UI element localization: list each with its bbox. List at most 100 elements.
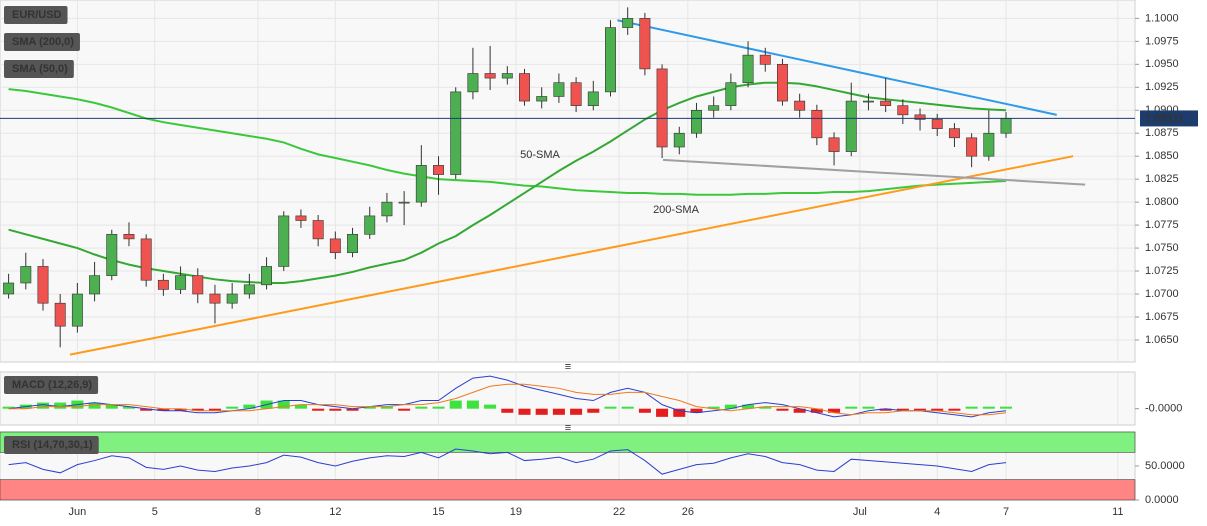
candle-body [261, 266, 273, 286]
candle-body [880, 100, 892, 106]
candle-body [605, 27, 616, 93]
macd-bar [36, 402, 50, 409]
macd-bar [432, 406, 445, 409]
y-tick-label: -0.0000 [1145, 403, 1182, 415]
y-tick-label: 1.0775 [1145, 219, 1179, 231]
candle-body [587, 91, 599, 106]
y-tick-label: 1.0700 [1145, 288, 1179, 300]
macd-bar [810, 408, 823, 413]
x-tick-label: Jul [853, 506, 867, 518]
candle-body [931, 119, 943, 129]
candle-body [467, 73, 479, 93]
macd-bar [294, 404, 307, 409]
candle-body [157, 279, 169, 290]
x-tick-label: Jun [69, 506, 87, 518]
macd-bar [965, 406, 978, 409]
macd-bar [122, 406, 135, 409]
panel-handle[interactable]: ≡ [565, 361, 571, 373]
candle-body [54, 302, 66, 327]
macd-bar [914, 408, 927, 411]
annotation: 50-SMA [520, 149, 560, 161]
macd-bar [982, 406, 995, 409]
candle-body [828, 137, 840, 152]
candle-body [398, 201, 410, 204]
candle-body [914, 114, 926, 120]
macd-bar [380, 406, 393, 409]
sma-line [8, 88, 1007, 196]
candle-body [209, 293, 221, 304]
y-tick-label: 1.0750 [1145, 242, 1179, 254]
y-tick-label: 1.0850 [1145, 150, 1179, 162]
y-tick-label: 1.0875 [1145, 127, 1179, 139]
macd-bar [329, 408, 342, 411]
candle-body [501, 73, 513, 79]
candle-body [966, 137, 978, 157]
y-tick-label: 1.1000 [1145, 12, 1179, 24]
macd-bar [845, 406, 858, 409]
macd-bar [174, 408, 187, 411]
candle-body [519, 73, 530, 102]
macd-bar [363, 406, 376, 409]
rsi-band [0, 431, 1136, 453]
y-tick-label: 0.0000 [1145, 494, 1179, 506]
macd-bar [140, 408, 153, 411]
legend-label: RSI (14,70,30,1) [12, 439, 93, 451]
candle-body [381, 201, 393, 217]
y-tick-label: 1.0950 [1145, 58, 1179, 70]
candle-body [123, 233, 135, 240]
legend-box [4, 436, 99, 454]
candle-body [759, 54, 771, 65]
candle-body [3, 282, 15, 295]
candle-body [948, 128, 960, 139]
x-tick-label: 5 [152, 506, 158, 518]
candle-body [312, 220, 324, 240]
macd-bar [587, 408, 600, 413]
x-tick-label: 11 [1112, 506, 1123, 518]
candle-body [639, 18, 651, 70]
last-price-label: 1.08911 [1145, 112, 1184, 124]
macd-bar [724, 404, 737, 409]
macd-bar [879, 408, 892, 411]
candle-body [329, 238, 341, 253]
y-tick-label: 1.0725 [1145, 265, 1179, 277]
candle-body [845, 100, 857, 152]
candle-body [347, 233, 358, 253]
sma-line [8, 81, 1007, 284]
panel-handle[interactable]: ≡ [565, 422, 571, 434]
macd-bar [398, 408, 411, 411]
y-tick-label: 1.0800 [1145, 196, 1179, 208]
legend-box [4, 6, 68, 24]
legend-label: EUR/USD [12, 9, 62, 21]
candle-body [1000, 118, 1012, 134]
macd-bar [707, 406, 720, 409]
candle-body [570, 82, 582, 106]
candle-body [278, 215, 290, 267]
macd-line [8, 375, 1007, 418]
y-tick-label: 1.0650 [1145, 334, 1179, 346]
macd-bar [2, 406, 15, 409]
candle-body [484, 73, 496, 79]
macd-bar [208, 408, 221, 411]
layers: 1.0650 1.0675 1.0700 1.0725 1.0750 1.0775 1.08… [0, 0, 1198, 518]
legend-label: MACD (12,26,9) [12, 379, 92, 391]
x-tick-label: 12 [329, 506, 341, 518]
macd-bar [518, 408, 531, 415]
price-panel [0, 0, 1136, 363]
candle-body [811, 109, 823, 139]
candle-body [364, 215, 376, 235]
x-tick-label: 26 [682, 506, 694, 518]
macd-bar [776, 408, 789, 411]
candle-body [656, 68, 668, 148]
macd-bar [535, 408, 548, 415]
macd-bar [638, 408, 651, 413]
macd-bar [656, 408, 669, 417]
macd-bar [828, 408, 841, 413]
macd-bar [931, 408, 944, 411]
x-tick-label: 4 [934, 506, 940, 518]
macd-bar [570, 408, 583, 415]
y-tick-label: 1.0925 [1145, 81, 1179, 93]
macd-bar [552, 408, 565, 415]
y-tick-label: 1.0975 [1145, 35, 1179, 47]
candle-body [708, 105, 720, 111]
